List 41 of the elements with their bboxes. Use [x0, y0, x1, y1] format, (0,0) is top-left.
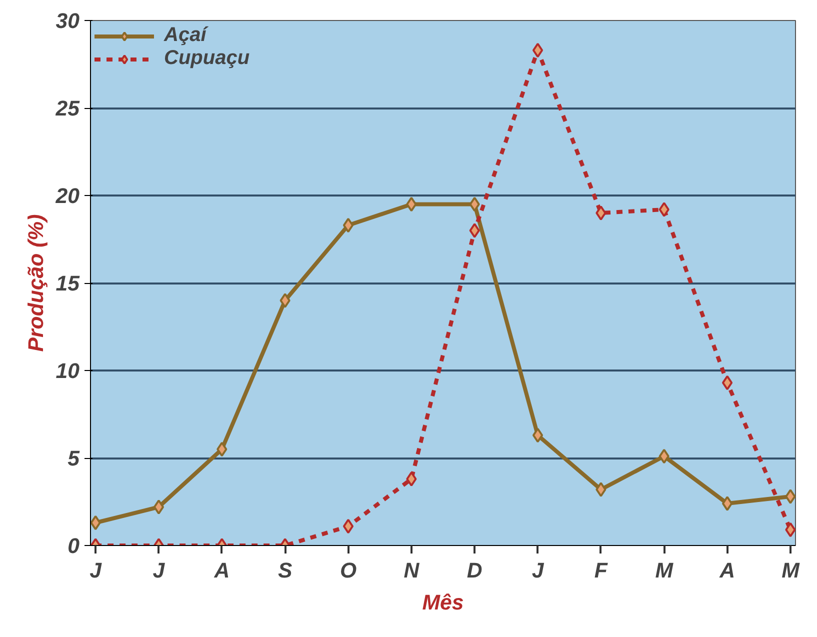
- point: [342, 218, 354, 233]
- y-tick-label: 15: [56, 272, 81, 296]
- point: [596, 206, 606, 220]
- point: [785, 489, 796, 504]
- point: [658, 448, 670, 464]
- x-tick-label: F: [594, 558, 608, 582]
- point: [532, 428, 544, 443]
- point: [722, 496, 733, 511]
- x-tick-label: N: [404, 558, 420, 582]
- x-tick-label: S: [278, 558, 292, 582]
- x-tick-label: J: [152, 558, 166, 582]
- y-tick-label: 5: [68, 446, 81, 470]
- point: [658, 202, 670, 217]
- point: [596, 482, 606, 497]
- y-axis-title: Produção (%): [24, 214, 48, 352]
- point: [469, 223, 480, 238]
- point: [469, 196, 480, 212]
- x-tick-label: J: [90, 558, 103, 582]
- point: [153, 500, 164, 514]
- point: [406, 472, 417, 486]
- point: [216, 442, 228, 457]
- point: [406, 196, 417, 212]
- y-tick-label: 20: [54, 184, 80, 208]
- point: [532, 42, 544, 58]
- x-tick-label: M: [655, 558, 674, 582]
- y-tick-label: 30: [56, 9, 80, 33]
- x-axis-title: Mês: [422, 590, 464, 614]
- x-tick-label: J: [532, 558, 545, 582]
- x-tick-label: D: [466, 558, 482, 582]
- x-tick-label: M: [782, 558, 801, 582]
- x-tick-label: O: [340, 558, 357, 582]
- x-tick-label: A: [718, 558, 735, 582]
- point: [722, 375, 733, 390]
- y-tick-label: 10: [56, 359, 80, 383]
- point: [280, 293, 290, 308]
- legend-label: Cupuaçu: [164, 47, 250, 70]
- y-tick-label: 0: [68, 534, 80, 558]
- point: [342, 518, 354, 534]
- y-tick-label: 25: [54, 96, 81, 120]
- legend-label: Açaí: [164, 24, 206, 47]
- x-tick-label: A: [213, 558, 230, 582]
